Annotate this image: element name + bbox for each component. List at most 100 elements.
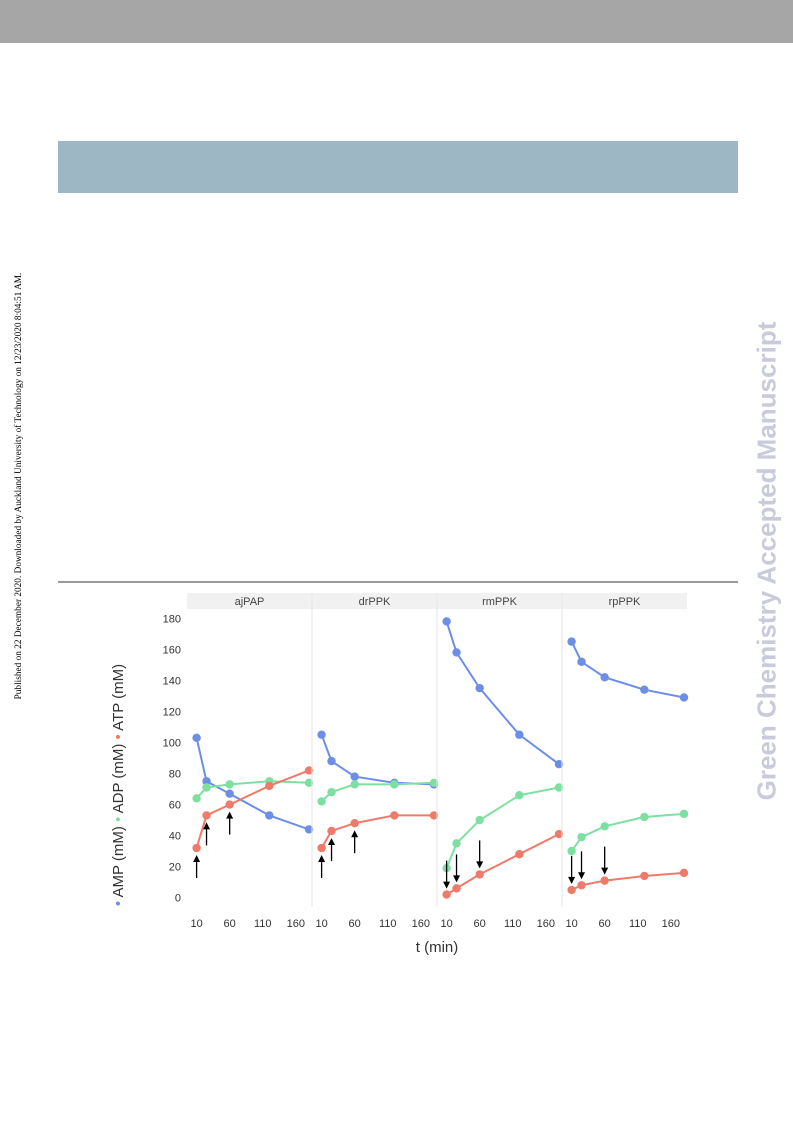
point-atp-drPPK — [350, 818, 359, 828]
point-adp-ajPAP — [304, 778, 314, 788]
divider-rule — [58, 581, 738, 583]
point-amp-ajPAP — [192, 733, 201, 743]
point-atp-rpPPK — [600, 876, 609, 885]
arrow-head — [476, 861, 484, 869]
point-amp-rmPPK — [452, 648, 461, 657]
series-line-adp-ajPAP — [195, 780, 310, 800]
point-adp-ajPAP — [192, 794, 201, 803]
point-amp-ajPAP — [202, 777, 211, 786]
x-tick-label: 110 — [254, 918, 272, 930]
arrow-head — [601, 867, 609, 875]
point-amp-rmPPK — [475, 683, 484, 693]
y-tick-label: 0 — [175, 893, 181, 905]
x-tick-label: 160 — [287, 918, 305, 930]
x-tick-label: 10 — [315, 918, 327, 930]
watermark-text: Green Chemistry Accepted Manuscript — [751, 321, 782, 801]
series-line-adp-rpPPK — [570, 812, 685, 852]
arrow-head — [318, 855, 326, 863]
facet-header-rmPPK — [437, 593, 562, 609]
series-line-amp-rmPPK — [445, 621, 560, 766]
y-label-amp-marker: • — [110, 901, 127, 906]
point-atp-ajPAP — [265, 781, 274, 791]
series-line-adp-rmPPK — [445, 786, 560, 869]
y-tick-label: 160 — [163, 644, 181, 656]
point-amp-drPPK — [317, 730, 326, 739]
point-adp-rpPPK — [577, 832, 586, 842]
point-atp-rpPPK — [577, 881, 586, 890]
point-adp-rmPPK — [554, 783, 564, 792]
point-amp-rpPPK — [679, 693, 689, 702]
point-adp-ajPAP — [225, 780, 234, 789]
facet-title-drPPK: drPPK — [359, 596, 391, 608]
x-tick-label: 60 — [599, 918, 611, 930]
point-amp-rpPPK — [577, 657, 586, 666]
point-adp-drPPK — [327, 787, 336, 797]
arrow-head — [443, 881, 451, 889]
point-amp-rpPPK — [640, 685, 649, 694]
y-label-adp: ADP (mM) — [110, 744, 127, 814]
point-amp-ajPAP — [265, 811, 274, 820]
point-atp-drPPK — [390, 811, 399, 820]
watermark: Green Chemistry Accepted Manuscript — [750, 265, 784, 857]
y-tick-label: 100 — [163, 737, 181, 749]
facet-title-rpPPK: rpPPK — [609, 596, 641, 608]
point-amp-ajPAP — [304, 825, 314, 834]
arrow-head — [193, 855, 201, 863]
y-tick-label: 40 — [169, 831, 181, 843]
point-atp-rmPPK — [452, 884, 461, 893]
y-tick-label: 180 — [163, 613, 181, 625]
facet-title-ajPAP: ajPAP — [235, 596, 265, 608]
point-atp-ajPAP — [202, 811, 211, 820]
y-tick-label: 60 — [169, 800, 181, 812]
x-tick-label: 60 — [224, 918, 236, 930]
series-line-adp-drPPK — [320, 781, 435, 803]
facet-title-rmPPK: rmPPK — [482, 596, 518, 608]
top-bar — [0, 0, 793, 43]
y-axis-label: • AMP (mM) • ADP (mM) • ATP (mM) — [110, 664, 127, 906]
series-line-atp-rmPPK — [446, 833, 560, 896]
arrow-head — [226, 811, 234, 819]
series-line-amp-rpPPK — [570, 641, 685, 699]
point-amp-drPPK — [350, 772, 359, 781]
point-atp-drPPK — [317, 843, 326, 853]
y-tick-label: 140 — [163, 675, 181, 687]
arrow-head — [203, 822, 211, 830]
point-adp-rmPPK — [515, 791, 524, 800]
y-tick-label: 120 — [163, 706, 181, 718]
point-adp-drPPK — [350, 780, 359, 789]
series-line-amp-drPPK — [320, 734, 435, 786]
arrow-head — [578, 872, 586, 880]
x-tick-label: 110 — [504, 918, 522, 930]
x-tick-label: 10 — [190, 918, 202, 930]
series-line-atp-rpPPK — [571, 871, 685, 891]
x-tick-label: 110 — [629, 918, 647, 930]
faceted-line-chart: • AMP (mM) • ADP (mM) • ATP (mM) t (min)… — [110, 593, 689, 956]
x-tick-label: 160 — [412, 918, 430, 930]
point-atp-ajPAP — [192, 843, 201, 853]
arrow-head — [568, 876, 576, 884]
point-atp-rpPPK — [567, 885, 576, 895]
point-atp-drPPK — [429, 811, 439, 820]
point-adp-rpPPK — [640, 812, 649, 822]
point-amp-rmPPK — [515, 730, 524, 739]
y-label-atp-marker: • — [110, 734, 127, 739]
point-atp-rpPPK — [679, 868, 689, 878]
x-tick-label: 60 — [474, 918, 486, 930]
facet-header-drPPK — [312, 593, 437, 609]
point-adp-drPPK — [390, 780, 399, 789]
facet-header-ajPAP — [187, 593, 312, 609]
publication-note-text: Published on 22 December 2020. Downloade… — [14, 272, 24, 699]
point-atp-rmPPK — [475, 870, 484, 879]
y-tick-label: 20 — [169, 862, 181, 874]
point-atp-ajPAP — [304, 766, 314, 775]
x-tick-label: 110 — [379, 918, 397, 930]
publication-note: Published on 22 December 2020. Downloade… — [13, 238, 25, 733]
point-atp-ajPAP — [225, 800, 234, 809]
y-tick-label: 80 — [169, 769, 181, 781]
point-atp-rmPPK — [515, 850, 524, 859]
y-label-adp-marker: • — [110, 817, 127, 822]
header-band — [58, 141, 738, 193]
point-adp-rpPPK — [679, 809, 689, 819]
x-tick-label: 10 — [565, 918, 577, 930]
series-line-amp-ajPAP — [195, 737, 310, 831]
